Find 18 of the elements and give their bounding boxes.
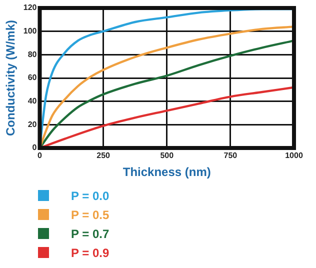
legend-label: P = 0.5 [71, 208, 110, 222]
legend-label: P = 0.9 [71, 246, 110, 260]
y-tick-label: 0 [32, 143, 38, 152]
y-tick-label: 80 [28, 50, 38, 59]
line-series [40, 86, 294, 148]
x-axis-title: Thickness (nm) [122, 165, 211, 180]
y-axis-title: Conductivity (W/mk) [4, 20, 18, 136]
legend-label: P = 0.0 [71, 188, 110, 202]
y-tick-label: 100 [23, 26, 38, 36]
legend-label: P = 0.7 [71, 226, 110, 240]
x-tick-label: 1000 [285, 151, 304, 160]
x-tick-label: 750 [224, 151, 238, 160]
y-tick-label: 40 [28, 96, 38, 106]
x-tick-label: 250 [96, 151, 111, 160]
y-tick-label: 60 [28, 73, 38, 82]
y-tick-label: 20 [28, 120, 38, 129]
x-tick-label: 500 [160, 151, 174, 160]
y-tick-label: 120 [23, 3, 38, 12]
